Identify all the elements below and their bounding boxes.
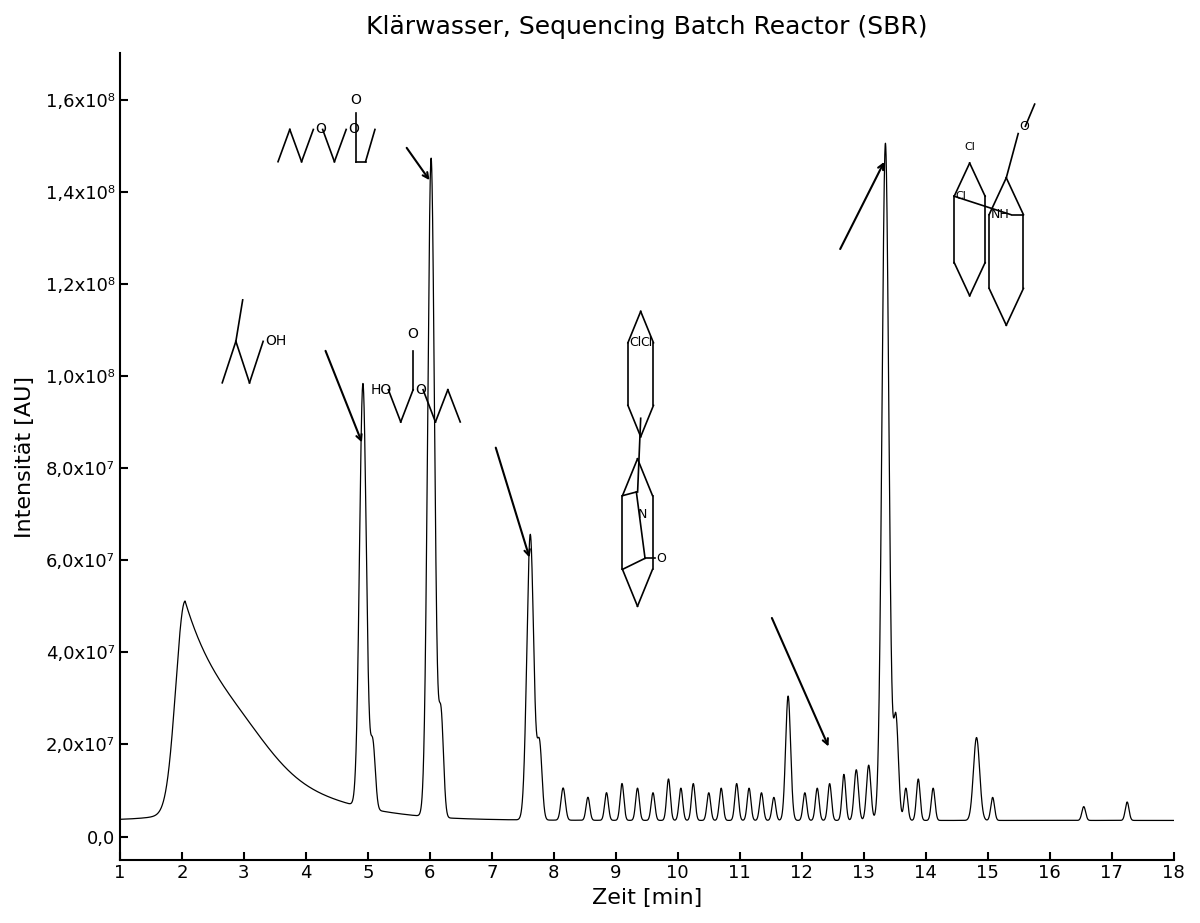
- Text: N: N: [637, 508, 647, 521]
- Title: Klärwasser, Sequencing Batch Reactor (SBR): Klärwasser, Sequencing Batch Reactor (SB…: [366, 15, 928, 39]
- Text: Cl: Cl: [629, 336, 642, 349]
- X-axis label: Zeit [min]: Zeit [min]: [592, 888, 702, 908]
- Text: O: O: [408, 328, 419, 342]
- Text: Cl: Cl: [965, 142, 976, 152]
- Text: O: O: [350, 93, 361, 107]
- Text: Cl: Cl: [955, 191, 966, 201]
- Text: Cl: Cl: [640, 336, 653, 349]
- Text: HO: HO: [371, 383, 392, 397]
- Text: OH: OH: [265, 334, 287, 348]
- Y-axis label: Intensität [AU]: Intensität [AU]: [14, 376, 35, 537]
- Text: O: O: [656, 552, 666, 565]
- Text: O: O: [316, 123, 326, 137]
- Text: O: O: [1019, 120, 1030, 133]
- Text: NH: NH: [991, 209, 1009, 222]
- Text: O: O: [415, 383, 426, 397]
- Text: O: O: [348, 123, 359, 137]
